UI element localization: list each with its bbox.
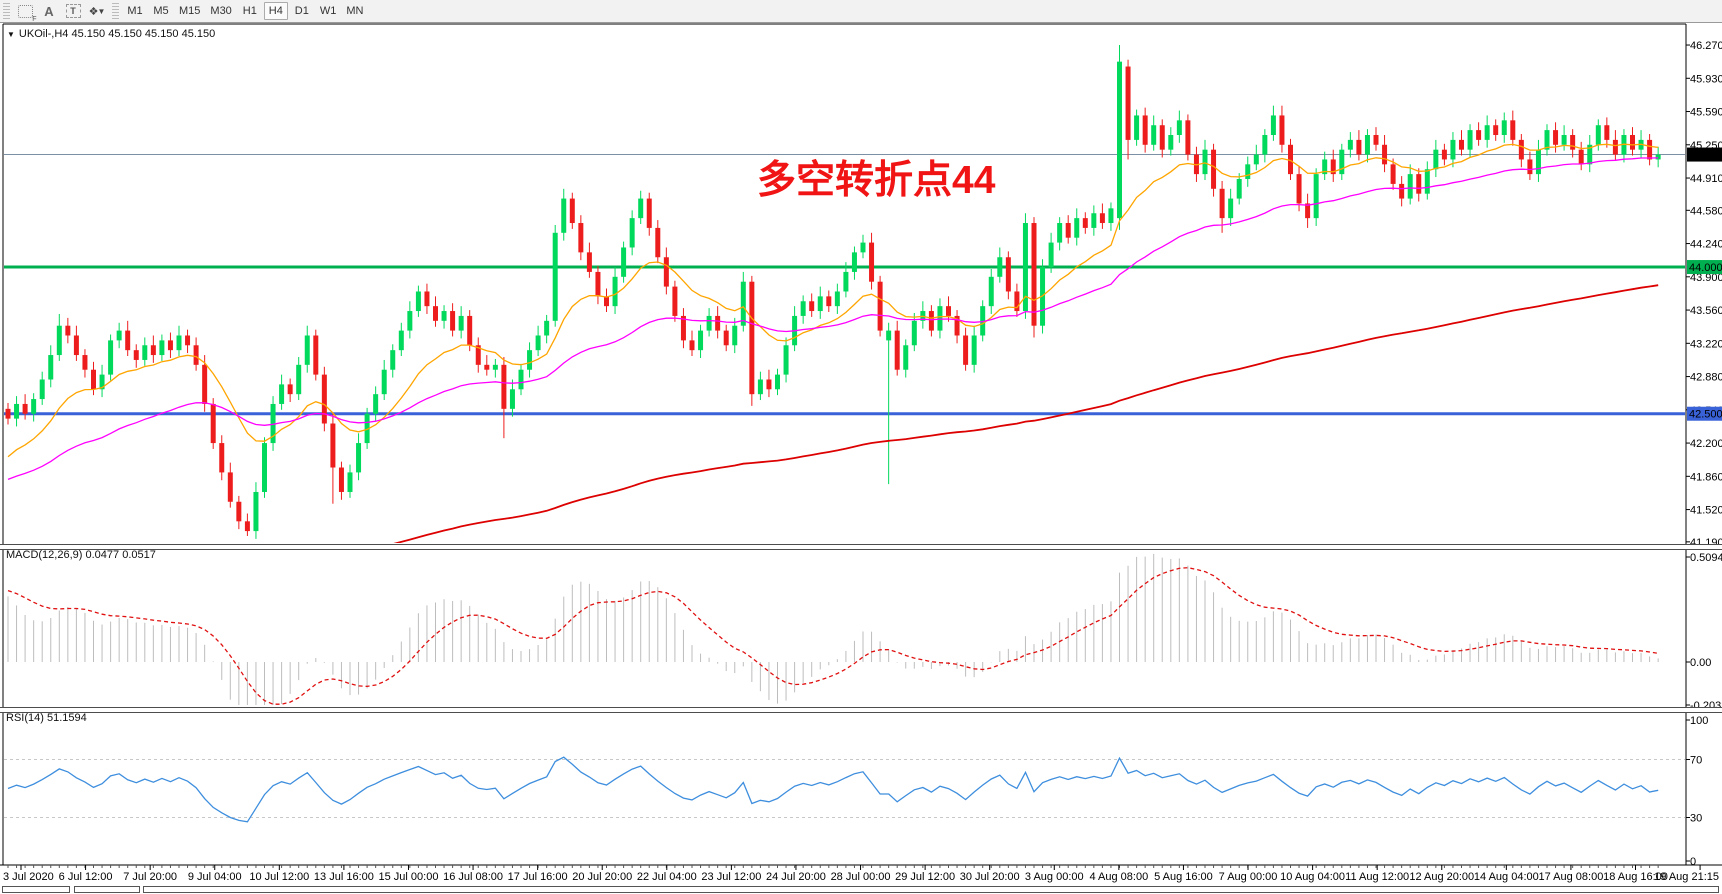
rsi-tick: 30	[1690, 813, 1702, 825]
time-label: 24 Jul 20:00	[766, 871, 826, 883]
time-label: 9 Jul 04:00	[188, 871, 242, 883]
time-label: 7 Aug 00:00	[1219, 871, 1278, 883]
rsi-tick: 70	[1690, 755, 1702, 767]
time-label: 20 Jul 20:00	[572, 871, 632, 883]
level-badge-42.500	[1687, 406, 1722, 421]
dropdown-caret-icon[interactable]: ▼	[97, 6, 106, 16]
price-tick: 42.200	[1690, 438, 1722, 450]
time-label: 23 Jul 12:00	[701, 871, 761, 883]
text-label-a-icon[interactable]: A	[37, 2, 61, 20]
current-price-badge-text: 45.150	[1689, 150, 1722, 162]
toolbar-grip-2[interactable]	[112, 3, 119, 19]
text-box-t-icon-glyph: T	[65, 4, 81, 18]
time-label: 10 Aug 04:00	[1280, 871, 1345, 883]
price-tick: 45.590	[1690, 107, 1722, 119]
macd-pane	[7, 553, 1659, 705]
text-label-a-icon-glyph: A	[44, 3, 54, 19]
ema-slow-line	[393, 284, 1659, 543]
ema-mid-line	[7, 157, 1659, 481]
time-label: 30 Jul 20:00	[960, 871, 1020, 883]
time-label: 12 Aug 20:00	[1409, 871, 1474, 883]
time-label: 16 Jul 08:00	[443, 871, 503, 883]
indicator-window-f-icon-glyph	[17, 4, 37, 23]
time-label: 13 Jul 16:00	[314, 871, 374, 883]
price-tick: 42.880	[1690, 372, 1722, 384]
rsi-tick: 0	[1690, 856, 1696, 868]
shapes-arrows-icon[interactable]: ❖ ▼	[85, 2, 109, 20]
toolbar-grip[interactable]	[3, 3, 10, 19]
price-tick: 46.270	[1690, 40, 1722, 52]
time-label: 19 Aug 21:15	[1654, 871, 1719, 883]
timeframe-button-d1[interactable]: D1	[290, 2, 314, 20]
level-badge-44.000-text: 44.000	[1689, 262, 1722, 274]
timeframe-button-mn[interactable]: MN	[342, 2, 367, 20]
timeframe-button-h1[interactable]: H1	[238, 2, 262, 20]
horizontal-scrollbar[interactable]	[0, 886, 1722, 894]
macd-tick: 0.5094	[1690, 552, 1722, 564]
time-label: 7 Jul 20:00	[123, 871, 177, 883]
timeframe-button-m5[interactable]: M5	[149, 2, 173, 20]
scrollbar-thumb[interactable]	[143, 886, 1719, 893]
price-tick: 44.910	[1690, 173, 1722, 185]
pane-divider-rsi[interactable]	[0, 707, 1722, 713]
macd-tick: 0.00	[1690, 657, 1711, 669]
time-label: 5 Aug 16:00	[1154, 871, 1213, 883]
rsi-tick: 100	[1690, 715, 1708, 727]
time-label: 18 Aug 16:00	[1603, 871, 1668, 883]
timeframe-button-m30[interactable]: M30	[206, 2, 235, 20]
pane-divider-macd[interactable]	[0, 544, 1722, 550]
price-tick: 43.900	[1690, 272, 1722, 284]
price-tick: 45.930	[1690, 73, 1722, 85]
price-tick: 43.220	[1690, 338, 1722, 350]
price-tick: 41.520	[1690, 505, 1722, 517]
timeframe-button-w1[interactable]: W1	[316, 2, 341, 20]
time-label: 11 Aug 12:00	[1345, 871, 1409, 883]
price-tick: 41.860	[1690, 471, 1722, 483]
text-box-t-icon[interactable]: T	[61, 2, 85, 20]
time-label: 28 Jul 00:00	[831, 871, 891, 883]
indicator-window-f-icon[interactable]	[13, 2, 37, 23]
time-label: 3 Jul 2020	[3, 871, 54, 883]
rsi-axis: 100 70 30 0	[1686, 715, 1708, 868]
scrollbar-segment-mid[interactable]	[74, 886, 140, 893]
rsi-pane	[4, 756, 1685, 823]
price-tick: 44.580	[1690, 205, 1722, 217]
time-label: 6 Jul 12:00	[59, 871, 113, 883]
time-label: 17 Jul 16:00	[508, 871, 568, 883]
shapes-arrows-icon-glyph: ❖	[88, 5, 99, 18]
price-tick: 43.560	[1690, 305, 1722, 317]
time-label: 3 Aug 00:00	[1025, 871, 1084, 883]
scrollbar-segment-left[interactable]	[2, 886, 70, 893]
time-label: 22 Jul 04:00	[637, 871, 697, 883]
time-label: 17 Aug 08:00	[1538, 871, 1603, 883]
level-badge-44.000	[1687, 260, 1722, 275]
toolbar: A T ❖▼ M1 M5 M15 M30 H1 H4 D1 W1 MN	[0, 0, 1722, 23]
candlesticks	[5, 45, 1661, 539]
macd-signal-line	[7, 567, 1659, 705]
timeframe-button-h4[interactable]: H4	[263, 2, 288, 20]
price-tick: 44.240	[1690, 239, 1722, 251]
time-label: 4 Aug 08:00	[1089, 871, 1148, 883]
rsi-line	[7, 756, 1659, 823]
current-price-badge	[1687, 147, 1722, 162]
ema-fast-line	[7, 143, 1659, 458]
time-label: 15 Jul 00:00	[379, 871, 439, 883]
moving-averages	[7, 143, 1659, 543]
level-badge-42.500-text: 42.500	[1689, 409, 1722, 421]
horizontal-lines	[4, 154, 1685, 416]
timeframe-button-m15[interactable]: M15	[175, 2, 204, 20]
time-label: 14 Aug 04:00	[1474, 871, 1539, 883]
timeframe-button-m1[interactable]: M1	[123, 2, 147, 20]
time-label: 29 Jul 12:00	[895, 871, 955, 883]
time-axis: 3 Jul 2020 6 Jul 12:00 7 Jul 20:00 9 Jul 04…	[3, 865, 1719, 883]
time-label: 10 Jul 12:00	[249, 871, 309, 883]
price-axis: 46.27045.93045.59045.25044.91044.58044.2…	[1686, 40, 1722, 549]
